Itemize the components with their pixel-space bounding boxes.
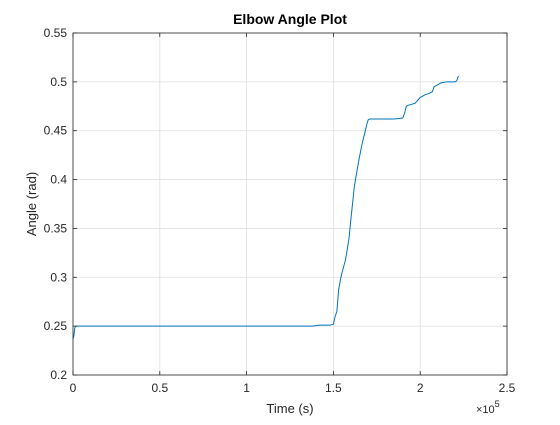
y-tick-label: 0.2 xyxy=(50,368,67,382)
x-tick-label: 0.5 xyxy=(151,381,168,395)
y-axis-label: Angle (rad) xyxy=(24,172,39,236)
x-tick-label: 2 xyxy=(417,381,424,395)
x-tick-label: 1.5 xyxy=(325,381,342,395)
y-tick-label: 0.45 xyxy=(44,124,68,138)
x-axis-exponent: ×105 xyxy=(476,399,500,416)
y-tick-label: 0.5 xyxy=(50,75,67,89)
x-tick-labels: 0 0.5 1 1.5 2 2.5 xyxy=(70,381,516,395)
y-tick-label: 0.35 xyxy=(44,221,68,235)
y-tick-label: 0.55 xyxy=(44,26,68,40)
series-layer xyxy=(72,75,459,339)
series-line xyxy=(72,75,459,339)
x-axis-label: Time (s) xyxy=(266,401,313,416)
y-tick-label: 0.4 xyxy=(50,173,67,187)
x-axis-exponent-base: ×10 xyxy=(476,404,495,416)
x-tick-label: 2.5 xyxy=(499,381,516,395)
y-tick-label: 0.25 xyxy=(44,319,68,333)
tick-marks xyxy=(72,32,508,376)
chart-title: Elbow Angle Plot xyxy=(233,11,347,27)
plot-area xyxy=(73,33,507,375)
y-tick-labels: 0.2 0.25 0.3 0.35 0.4 0.45 0.5 0.55 xyxy=(44,26,68,382)
axes-box xyxy=(72,32,508,376)
x-tick-label: 0 xyxy=(70,381,77,395)
y-tick-label: 0.3 xyxy=(50,270,67,284)
x-tick-label: 1 xyxy=(243,381,250,395)
x-axis-exponent-power: 5 xyxy=(495,399,500,409)
